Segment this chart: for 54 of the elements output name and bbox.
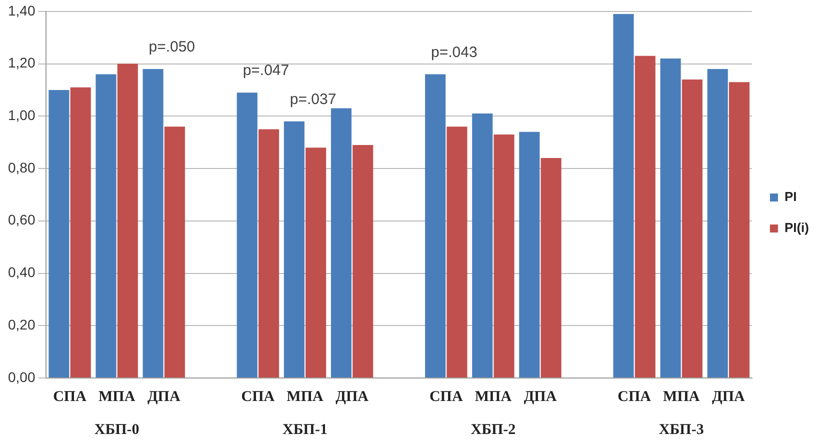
bar (236, 92, 258, 378)
x-tick-label: МПА (474, 388, 512, 405)
y-tick-label: 0,40 (8, 264, 36, 280)
text: ХБП-1 (282, 422, 328, 438)
bar (519, 132, 540, 378)
bar (142, 69, 164, 378)
bar (330, 108, 352, 378)
x-tick-label: ДПА (712, 388, 745, 405)
x-tick-label: ДПА (147, 388, 180, 405)
bar (660, 58, 681, 378)
bar (352, 144, 374, 378)
y-tick-label: 0,20 (8, 316, 36, 332)
x-tick-label: СПА (53, 388, 87, 405)
bar (258, 129, 280, 378)
annotation: p=.047 (242, 62, 290, 80)
x-tick-label: СПА (241, 388, 275, 405)
x-tick-label: МПА (663, 388, 700, 405)
annotation: p=.050 (148, 38, 196, 56)
y-tick-label: 0,60 (8, 212, 36, 228)
annotation: p=.037 (290, 91, 336, 108)
x-tick-label: СПА (429, 388, 463, 405)
x-tick-label: ДПА (336, 388, 369, 405)
x-tick-label: МПА (98, 388, 136, 405)
bar (682, 79, 702, 378)
text: ХБП-3 (658, 422, 704, 438)
y-tick-label: 1,40 (8, 2, 36, 18)
bar (48, 90, 70, 378)
bar (164, 126, 185, 378)
bar (494, 134, 514, 378)
annotation: p=.043 (430, 44, 478, 61)
x-tick-label: ДПА (524, 388, 557, 405)
bar (613, 14, 634, 378)
bar (96, 74, 116, 378)
x-tick-label: СПА (618, 388, 652, 405)
bar (425, 74, 446, 378)
bar (540, 158, 562, 378)
bar (728, 82, 750, 378)
bar (707, 69, 728, 378)
y-tick-label: 0,00 (8, 368, 36, 385)
bar (70, 87, 91, 378)
text: ХБП-2 (470, 422, 516, 438)
y-tick-label: 1,00 (8, 107, 36, 123)
bar (306, 148, 326, 378)
legend-label: PI(i) (784, 220, 810, 236)
text: ХБП-0 (94, 422, 140, 438)
x-tick-label: МПА (286, 388, 324, 405)
legend-label: PI (784, 189, 797, 204)
bar (446, 126, 468, 378)
y-tick-label: 1,20 (8, 54, 36, 71)
bar (472, 114, 493, 378)
bar (117, 64, 138, 378)
bar (284, 121, 304, 378)
bar (634, 56, 656, 378)
y-tick-label: 0,80 (8, 159, 36, 176)
